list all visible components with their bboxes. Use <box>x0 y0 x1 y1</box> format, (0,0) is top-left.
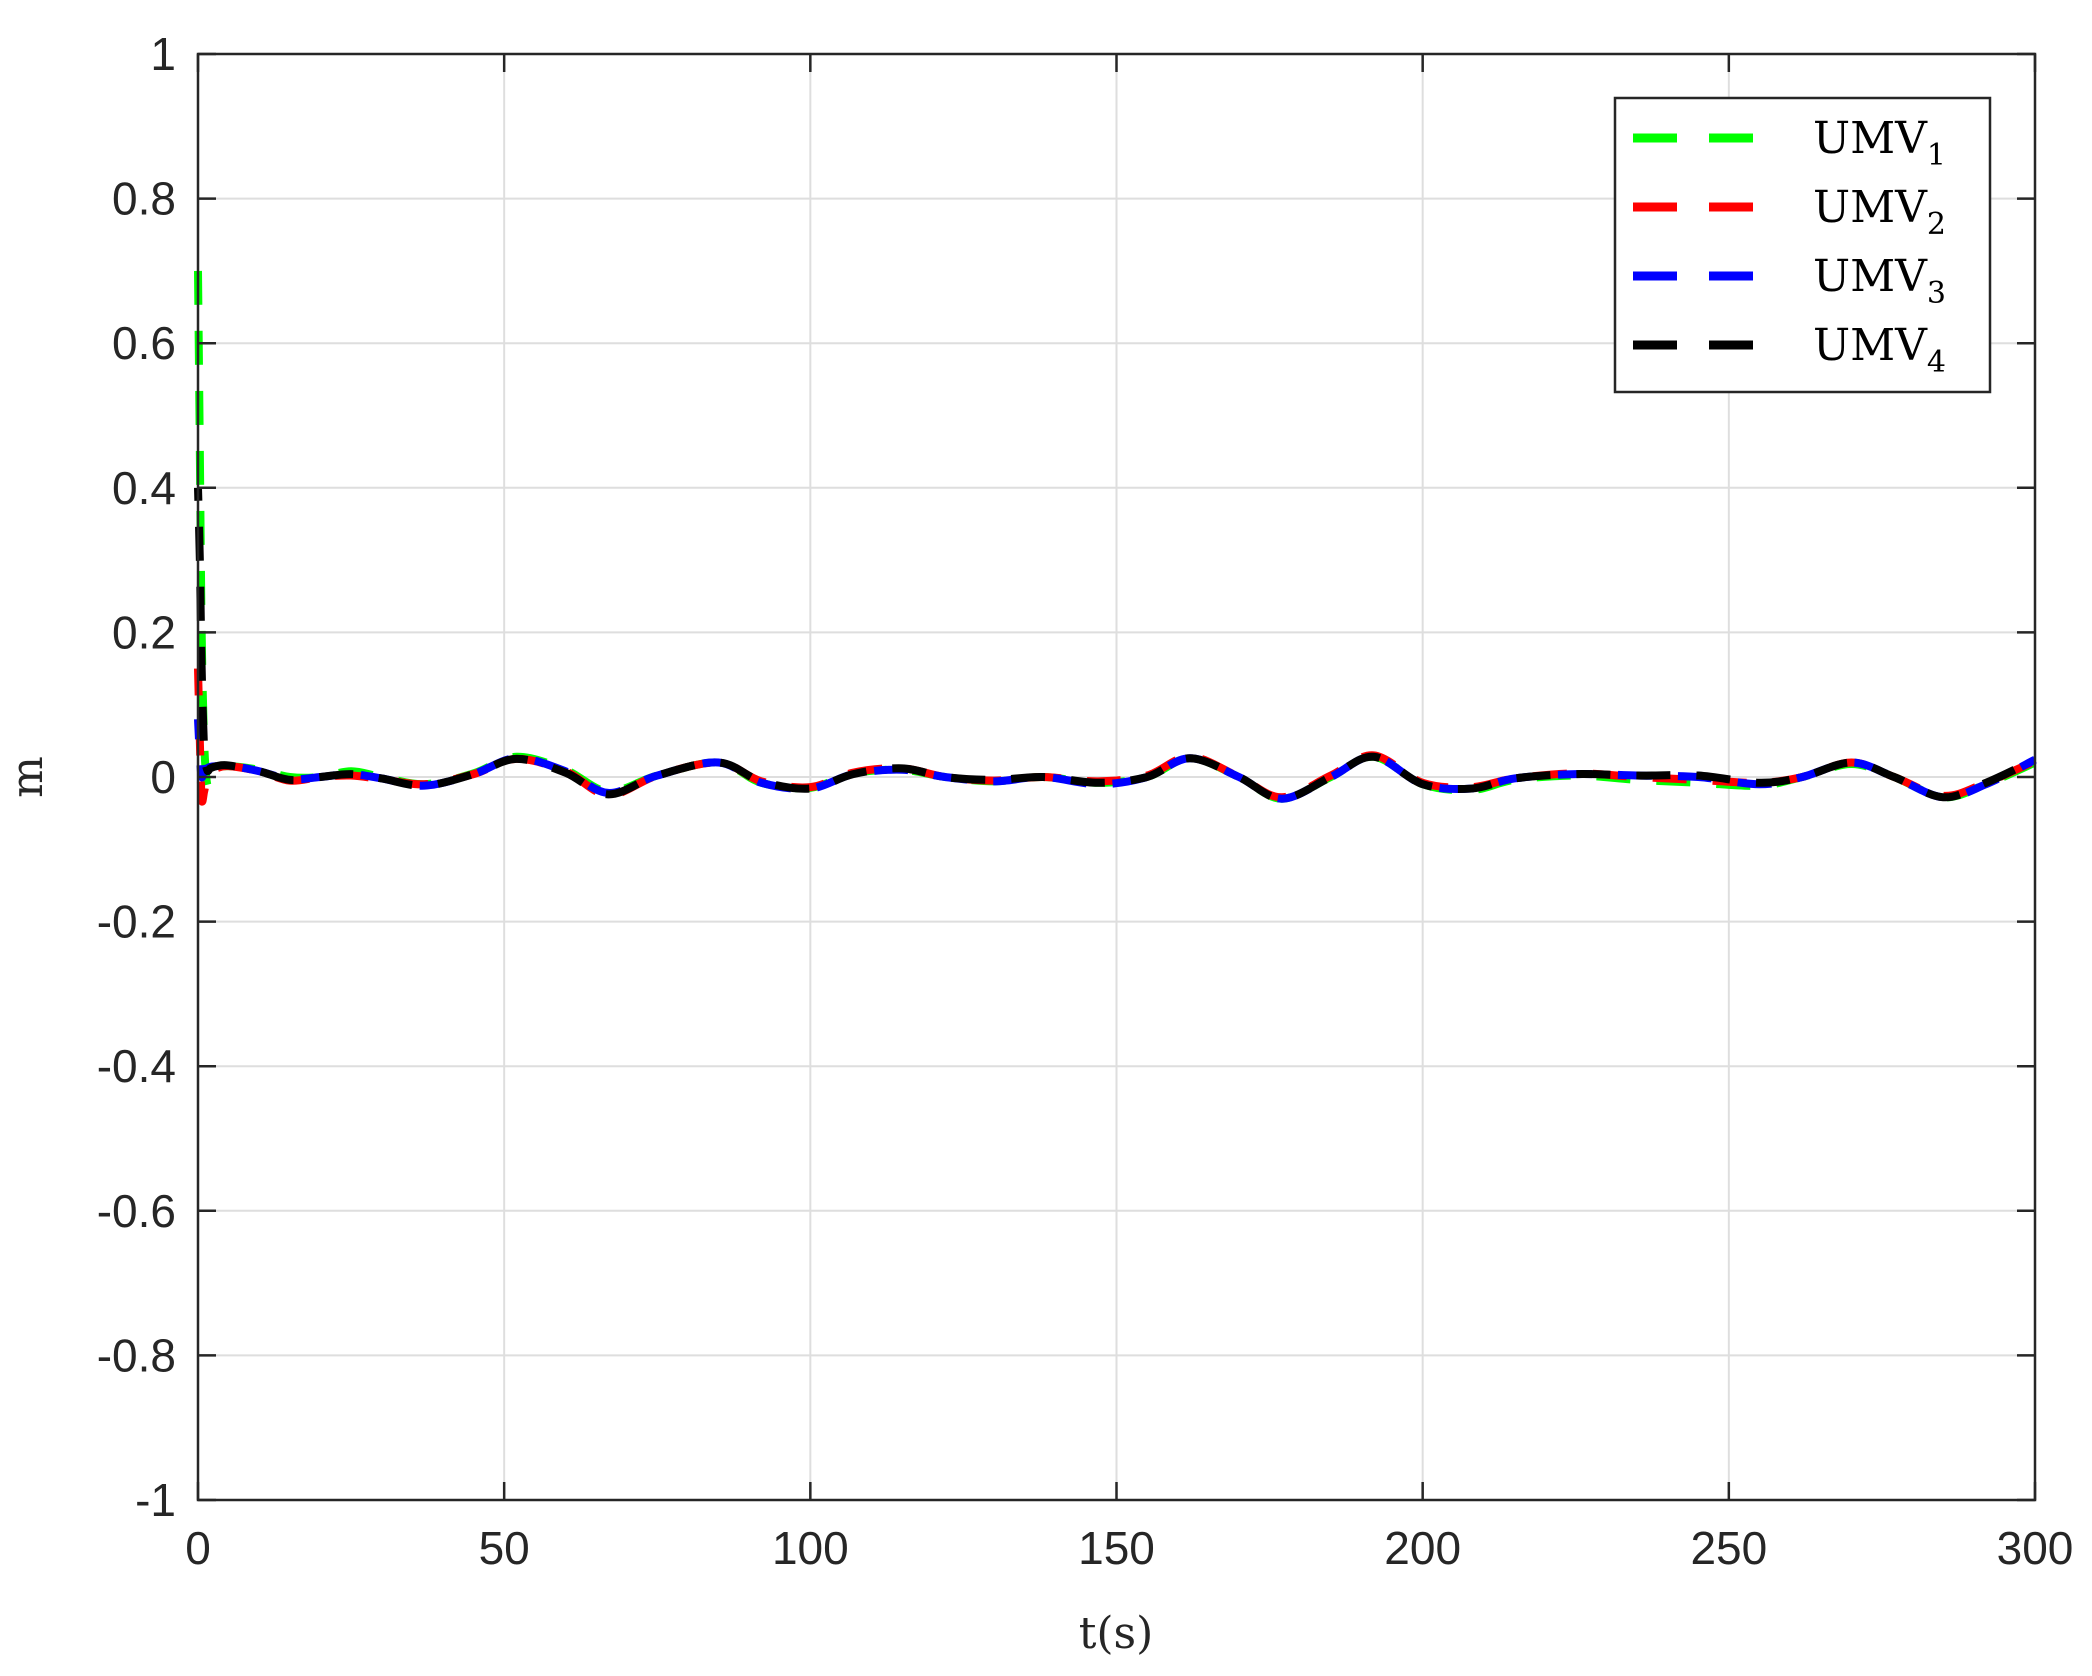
x-tick-label: 200 <box>1384 1522 1461 1574</box>
y-tick-label: 0.2 <box>112 606 176 658</box>
y-tick-label: 0.8 <box>112 173 176 225</box>
legend-box <box>1613 96 1992 394</box>
x-axis-label: t(s) <box>1079 1608 1154 1659</box>
y-axis-label: m <box>2 756 53 798</box>
legend-label-subscript: 1 <box>1927 138 1946 173</box>
legend-label-base: UMV <box>1813 320 1928 371</box>
legend-label-base: UMV <box>1813 113 1928 164</box>
y-tick-label: 0 <box>150 751 176 803</box>
x-tick-label: 50 <box>479 1522 530 1574</box>
axis-ticks: 0 50 100 150 200 250 300 -1 -0.8 -0.6 -0.4 -0.2 0 0.2… <box>97 28 2074 1574</box>
legend-label-subscript: 3 <box>1927 276 1946 311</box>
series-group <box>194 270 2037 806</box>
y-tick-label: 0.4 <box>112 462 176 514</box>
legend-label-base: UMV <box>1813 182 1928 233</box>
y-tick-label: 1 <box>150 28 176 80</box>
legend-label-base: UMV <box>1813 251 1928 302</box>
x-tick-label: 150 <box>1078 1522 1155 1574</box>
legend-label-subscript: 4 <box>1927 345 1946 380</box>
legend-label-subscript: 2 <box>1927 207 1946 242</box>
y-tick-label: 0.6 <box>112 317 176 369</box>
x-tick-label: 0 <box>185 1522 211 1574</box>
y-tick-label: -0.6 <box>97 1185 176 1237</box>
y-tick-label: -0.2 <box>97 896 176 948</box>
legend-label-umv4: UMV4 <box>1813 320 1946 380</box>
legend-label-umv1: UMV1 <box>1813 113 1946 173</box>
legend-label-umv2: UMV2 <box>1813 182 1946 242</box>
series-line-umv4 <box>194 487 2037 803</box>
x-tick-label: 300 <box>1997 1522 2074 1574</box>
x-tick-label: 100 <box>772 1522 849 1574</box>
legend-label-umv3: UMV3 <box>1813 251 1946 311</box>
y-tick-label: -0.4 <box>97 1040 176 1092</box>
x-tick-label: 250 <box>1690 1522 1767 1574</box>
y-tick-label: -0.8 <box>97 1329 176 1381</box>
y-tick-label: -1 <box>135 1474 176 1526</box>
